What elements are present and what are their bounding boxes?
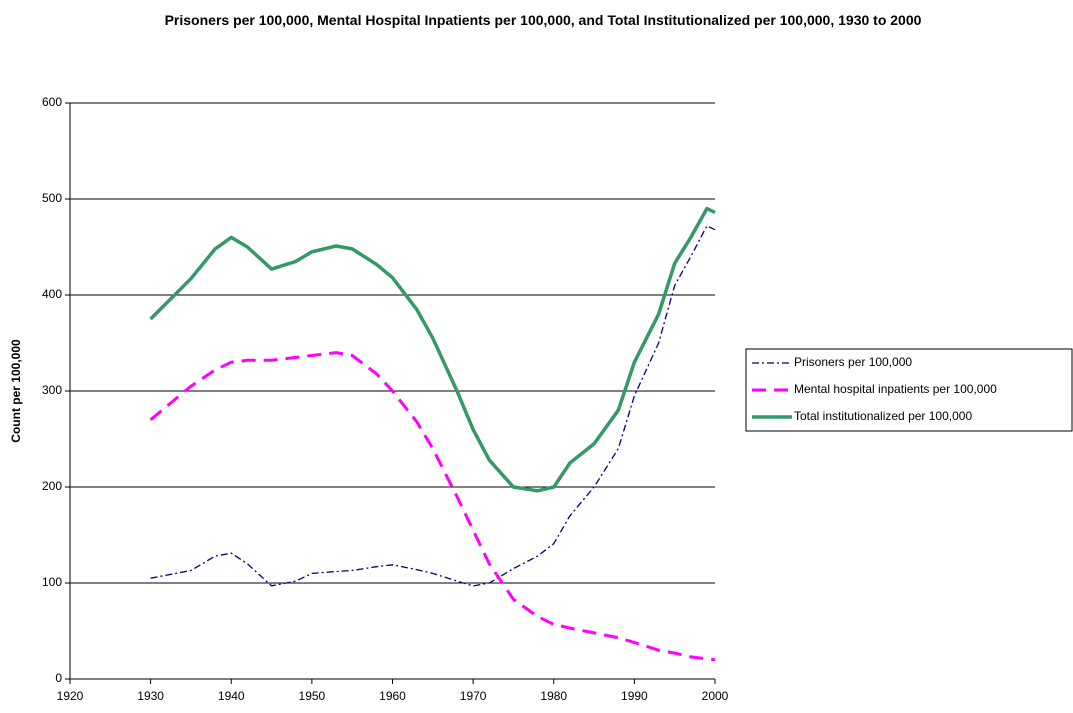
y-tick-label: 300: [42, 383, 62, 397]
y-axis-label: Count per 100,000: [9, 339, 23, 443]
chart-title: Prisoners per 100,000, Mental Hospital I…: [164, 12, 922, 28]
x-tick-label: 1990: [621, 689, 648, 703]
x-tick-label: 1950: [299, 689, 326, 703]
x-tick-label: 1940: [218, 689, 245, 703]
legend-label: Mental hospital inpatients per 100,000: [794, 382, 997, 396]
y-tick-label: 500: [42, 191, 62, 205]
series-line: [150, 225, 716, 587]
legend-box: [745, 348, 1073, 432]
series-line: [149, 206, 716, 493]
x-tick-label: 1930: [137, 689, 164, 703]
x-tick-label: 2000: [702, 689, 729, 703]
x-tick-label: 1970: [460, 689, 487, 703]
legend-label: Prisoners per 100,000: [794, 355, 912, 369]
x-tick-label: 1920: [57, 689, 84, 703]
y-tick-label: 400: [42, 287, 62, 301]
y-tick-label: 0: [55, 671, 62, 685]
y-tick-label: 100: [42, 575, 62, 589]
y-tick-label: 600: [42, 95, 62, 109]
legend-label: Total institutionalized per 100,000: [794, 409, 972, 423]
y-tick-label: 200: [42, 479, 62, 493]
x-tick-label: 1980: [540, 689, 567, 703]
x-tick-label: 1960: [379, 689, 406, 703]
series-line: [149, 351, 716, 662]
